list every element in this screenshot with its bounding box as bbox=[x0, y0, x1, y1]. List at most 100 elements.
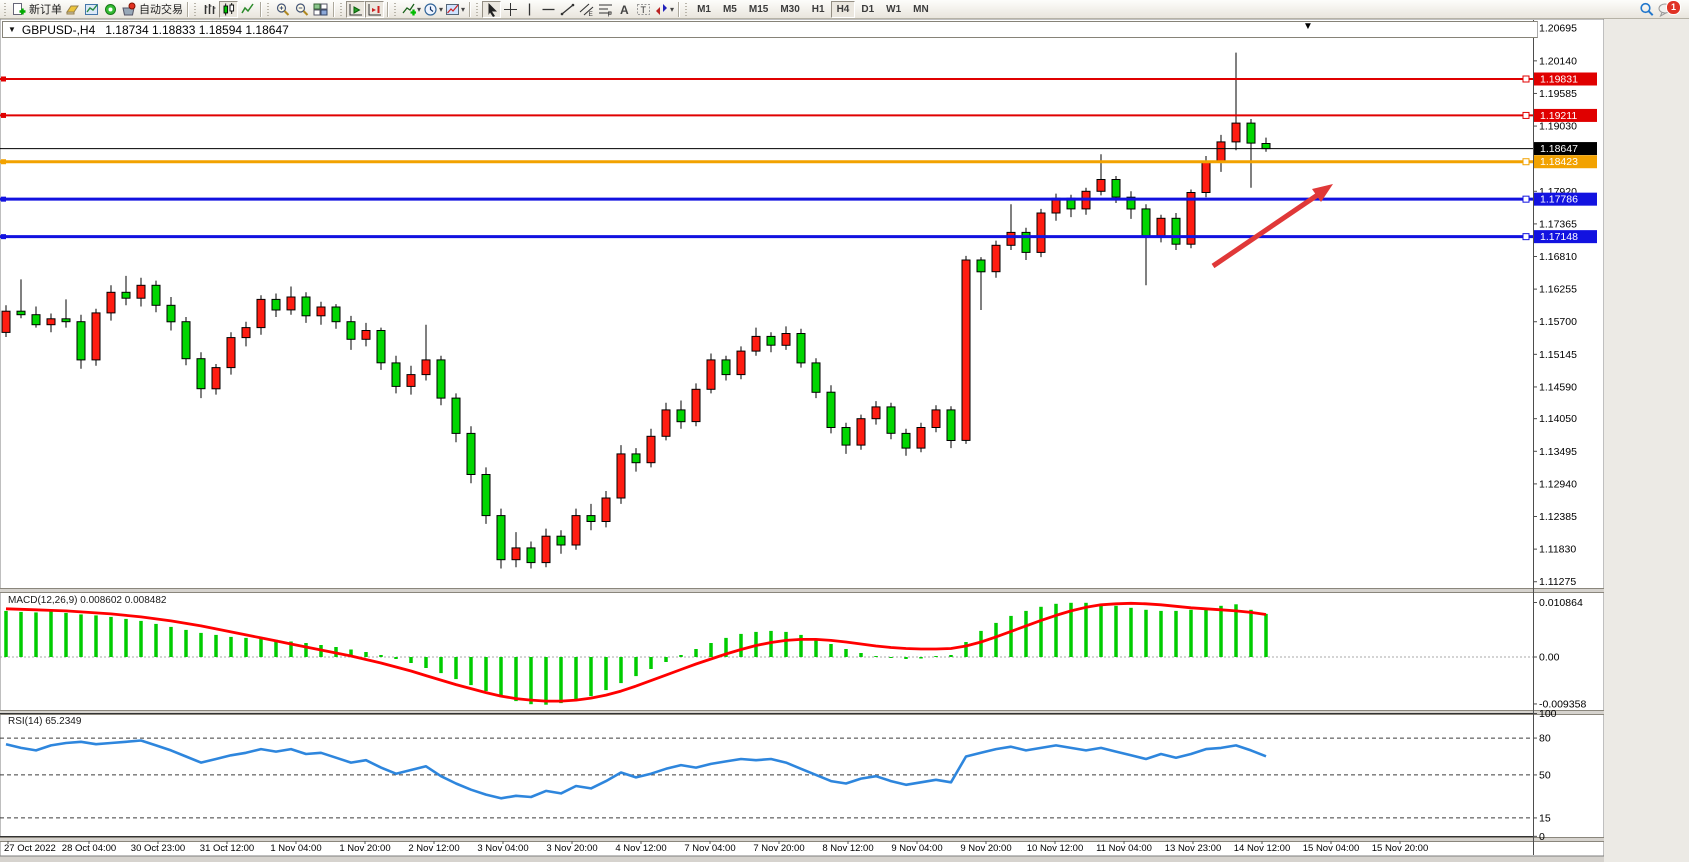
tile-icon bbox=[313, 3, 328, 15]
toolbar-group-handle[interactable] bbox=[475, 2, 481, 16]
chat-button[interactable]: 1 bbox=[1656, 0, 1681, 18]
zoom-in-button[interactable] bbox=[273, 1, 292, 18]
support-line-upper-left-handle[interactable] bbox=[1, 196, 6, 202]
rsi-time-splitter[interactable] bbox=[0, 837, 1604, 842]
auto-scroll-button[interactable] bbox=[346, 0, 365, 18]
timeframe-m1[interactable]: M1 bbox=[697, 3, 711, 15]
candle bbox=[451, 397, 461, 434]
price-tick-label: 1.16255 bbox=[1539, 284, 1577, 296]
trend-arrow-head[interactable] bbox=[1312, 184, 1333, 202]
vertical-line-button[interactable] bbox=[520, 1, 539, 18]
zoom-out-button[interactable] bbox=[292, 1, 311, 18]
support-line-lower-left-handle[interactable] bbox=[1, 234, 6, 240]
candle bbox=[211, 367, 221, 390]
price-tick-label: 1.14050 bbox=[1539, 413, 1577, 425]
arrow-objects-button[interactable]: ▾ bbox=[653, 1, 675, 18]
pivot-line-orange-handle[interactable] bbox=[1522, 158, 1530, 166]
toolbar-group-handle[interactable] bbox=[266, 2, 271, 16]
timeframe-mn[interactable]: MN bbox=[913, 3, 929, 15]
toolbar-right-group: 1 bbox=[1637, 0, 1681, 18]
macd-rsi-splitter[interactable] bbox=[0, 710, 1604, 715]
timeframe-w1[interactable]: W1 bbox=[886, 3, 902, 15]
time-axis-label: 15 Nov 20:00 bbox=[1372, 843, 1429, 854]
chevron-down-icon[interactable]: ▾ bbox=[417, 4, 422, 14]
news-button[interactable] bbox=[82, 1, 101, 18]
candle bbox=[481, 474, 491, 517]
crosshair-button[interactable] bbox=[501, 1, 520, 18]
support-line-upper-badge bbox=[1534, 192, 1597, 206]
trend-arrow-shaft[interactable] bbox=[1211, 191, 1321, 269]
autotrading-button[interactable]: 自动交易 bbox=[120, 1, 184, 18]
support-line-upper-handle[interactable] bbox=[1522, 195, 1530, 203]
resistance-line-upper-left-handle[interactable] bbox=[1, 76, 6, 82]
chevron-down-icon[interactable]: ▾ bbox=[461, 4, 466, 14]
horizontal-line-button[interactable] bbox=[539, 1, 558, 18]
chart-title-bar[interactable]: ▼ GBPUSD-,H4 1.18734 1.18833 1.18594 1.1… bbox=[2, 21, 1538, 38]
trendline-button[interactable] bbox=[558, 1, 577, 18]
candle bbox=[361, 330, 371, 340]
resistance-line-lower-handle[interactable] bbox=[1522, 111, 1530, 119]
price-tick-label: 1.16810 bbox=[1539, 251, 1577, 263]
cursor-button[interactable] bbox=[482, 0, 502, 18]
support-line-lower-handle[interactable] bbox=[1522, 233, 1530, 241]
alerts-button[interactable] bbox=[63, 1, 82, 18]
chart-window-background bbox=[0, 18, 1605, 857]
bar-chart-button[interactable] bbox=[200, 1, 219, 18]
text-button[interactable]: A bbox=[615, 1, 634, 18]
macd-signal-line bbox=[5, 601, 1267, 703]
time-axis-label: 3 Nov 04:00 bbox=[477, 843, 528, 854]
indicators-list-button[interactable]: ▾ bbox=[400, 1, 422, 18]
support-line-lower-badge-label: 1.17148 bbox=[1540, 231, 1578, 243]
time-axis-label: 4 Nov 12:00 bbox=[615, 843, 666, 854]
time-axis-label: 7 Nov 20:00 bbox=[753, 843, 804, 854]
chevron-down-icon[interactable]: ▾ bbox=[670, 4, 675, 14]
line-chart-button[interactable] bbox=[238, 1, 257, 18]
support-line-lower-badge bbox=[1534, 230, 1597, 244]
timeframe-m30[interactable]: M30 bbox=[780, 3, 800, 15]
timeframe-h1[interactable]: H1 bbox=[811, 3, 825, 15]
toolbar-group-handle[interactable] bbox=[339, 2, 344, 16]
chart-shift-marker-icon[interactable]: ▼ bbox=[1303, 21, 1313, 32]
pivot-line-orange-left-handle[interactable] bbox=[1, 159, 6, 165]
chart-candles-icon bbox=[223, 2, 235, 15]
timeframe-d1[interactable]: D1 bbox=[861, 3, 875, 15]
candle bbox=[931, 409, 941, 428]
candle bbox=[1171, 217, 1181, 245]
periods-button[interactable]: ▾ bbox=[422, 1, 444, 18]
candle bbox=[1261, 143, 1271, 150]
text-label-button[interactable]: T bbox=[634, 1, 653, 18]
price-tick-label: 1.12385 bbox=[1539, 511, 1577, 523]
templates-button[interactable]: ▾ bbox=[444, 1, 466, 18]
chart-shift-button[interactable] bbox=[365, 0, 384, 18]
time-axis-label: 7 Nov 04:00 bbox=[684, 843, 735, 854]
search-button[interactable] bbox=[1637, 1, 1656, 18]
resistance-line-lower-left-handle[interactable] bbox=[1, 112, 6, 118]
candle bbox=[121, 291, 131, 299]
time-axis-label: 10 Nov 12:00 bbox=[1027, 843, 1084, 854]
chart-menu-icon[interactable]: ▼ bbox=[8, 25, 16, 34]
price-tick-label: 1.11830 bbox=[1539, 544, 1576, 556]
toolbar-group-handle[interactable] bbox=[684, 2, 690, 16]
toolbar-group-handle[interactable] bbox=[3, 2, 8, 16]
fibonacci-button[interactable]: F bbox=[596, 1, 615, 18]
timeframe-m5[interactable]: M5 bbox=[722, 3, 737, 15]
macd-tick-label: 0.00 bbox=[1539, 652, 1560, 664]
new-order-button[interactable]: 新订单 bbox=[10, 1, 63, 18]
main-macd-splitter[interactable] bbox=[0, 588, 1604, 593]
equidistant-channel-button[interactable]: E bbox=[577, 1, 596, 18]
rsi-line bbox=[5, 739, 1267, 800]
candlestick-chart-button[interactable] bbox=[219, 0, 238, 18]
toolbar-group-handle[interactable] bbox=[193, 2, 198, 16]
candle bbox=[1141, 208, 1151, 237]
timeframe-h4[interactable]: H4 bbox=[830, 0, 856, 18]
chevron-down-icon[interactable]: ▾ bbox=[439, 4, 444, 14]
svg-text:F: F bbox=[608, 11, 612, 17]
svg-text:A: A bbox=[620, 3, 629, 17]
tile-windows-button[interactable] bbox=[311, 1, 330, 18]
toolbar-group-handle[interactable] bbox=[393, 2, 398, 16]
timeframe-m15[interactable]: M15 bbox=[748, 3, 769, 15]
candle bbox=[871, 406, 881, 420]
signals-button[interactable] bbox=[101, 1, 120, 18]
resistance-line-upper-handle[interactable] bbox=[1522, 75, 1530, 83]
